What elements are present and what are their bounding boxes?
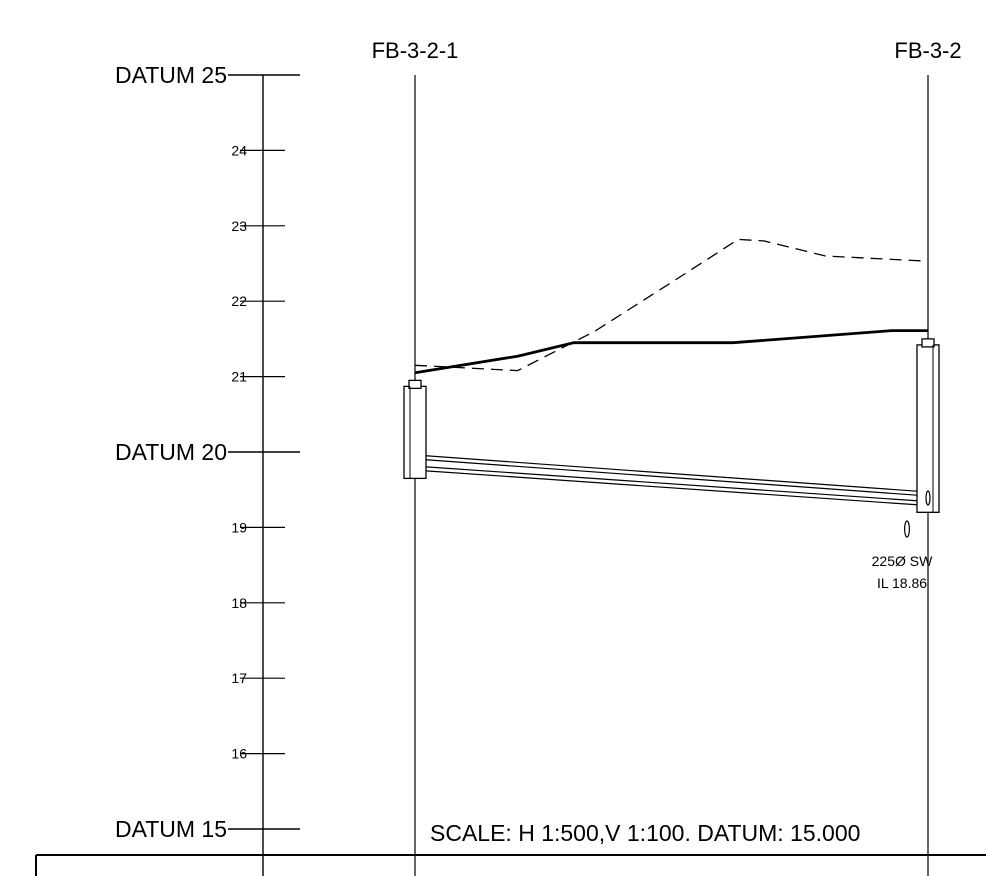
datum-label: DATUM 25 xyxy=(115,62,227,88)
level-tick-label: 24 xyxy=(231,142,247,158)
pipe-crown-line xyxy=(425,455,918,492)
incoming-pipe-size-label: 225Ø SW xyxy=(872,553,933,569)
manhole-chamber-fb-3-2-1 xyxy=(403,379,427,480)
incoming-pipe-invert-label: IL 18.86 xyxy=(877,575,927,591)
level-tick-label: 19 xyxy=(231,519,247,535)
finished-level-line xyxy=(414,329,928,375)
level-tick-label: 16 xyxy=(231,746,247,762)
pipe-end-ellipse xyxy=(925,490,931,506)
pipe-invert-inner-line xyxy=(425,466,918,502)
datum-label: DATUM 15 xyxy=(115,816,227,842)
chamber-outer xyxy=(403,385,427,480)
level-tick-label: 18 xyxy=(231,595,247,611)
existing-ground-line xyxy=(414,238,929,372)
pipe-crown-inner-line xyxy=(425,459,918,496)
level-tick-label: 22 xyxy=(231,293,247,309)
scale-note: SCALE: H 1:500,V 1:100. DATUM: 15.000 xyxy=(430,820,860,846)
chamber-cover xyxy=(408,379,422,390)
manhole-label-fb-3-2: FB-3-2 xyxy=(894,38,961,63)
incoming-pipe-ellipse xyxy=(903,520,910,538)
level-tick-label: 17 xyxy=(231,670,247,686)
level-tick-label: 23 xyxy=(231,218,247,234)
chamber-cover xyxy=(921,338,935,348)
manhole-chamber-fb-3-2 xyxy=(916,338,940,513)
level-ticks: DATUM 25 DATUM 20 DATUM 15 24 23 22 21 19 18 17 16 xyxy=(115,62,300,842)
manhole-label-fb-3-2-1: FB-3-2-1 xyxy=(372,38,459,63)
chamber-outer xyxy=(916,344,940,513)
datum-label: DATUM 20 xyxy=(115,439,227,465)
level-tick-label: 21 xyxy=(231,369,247,385)
pipe-invert-line xyxy=(425,470,918,506)
